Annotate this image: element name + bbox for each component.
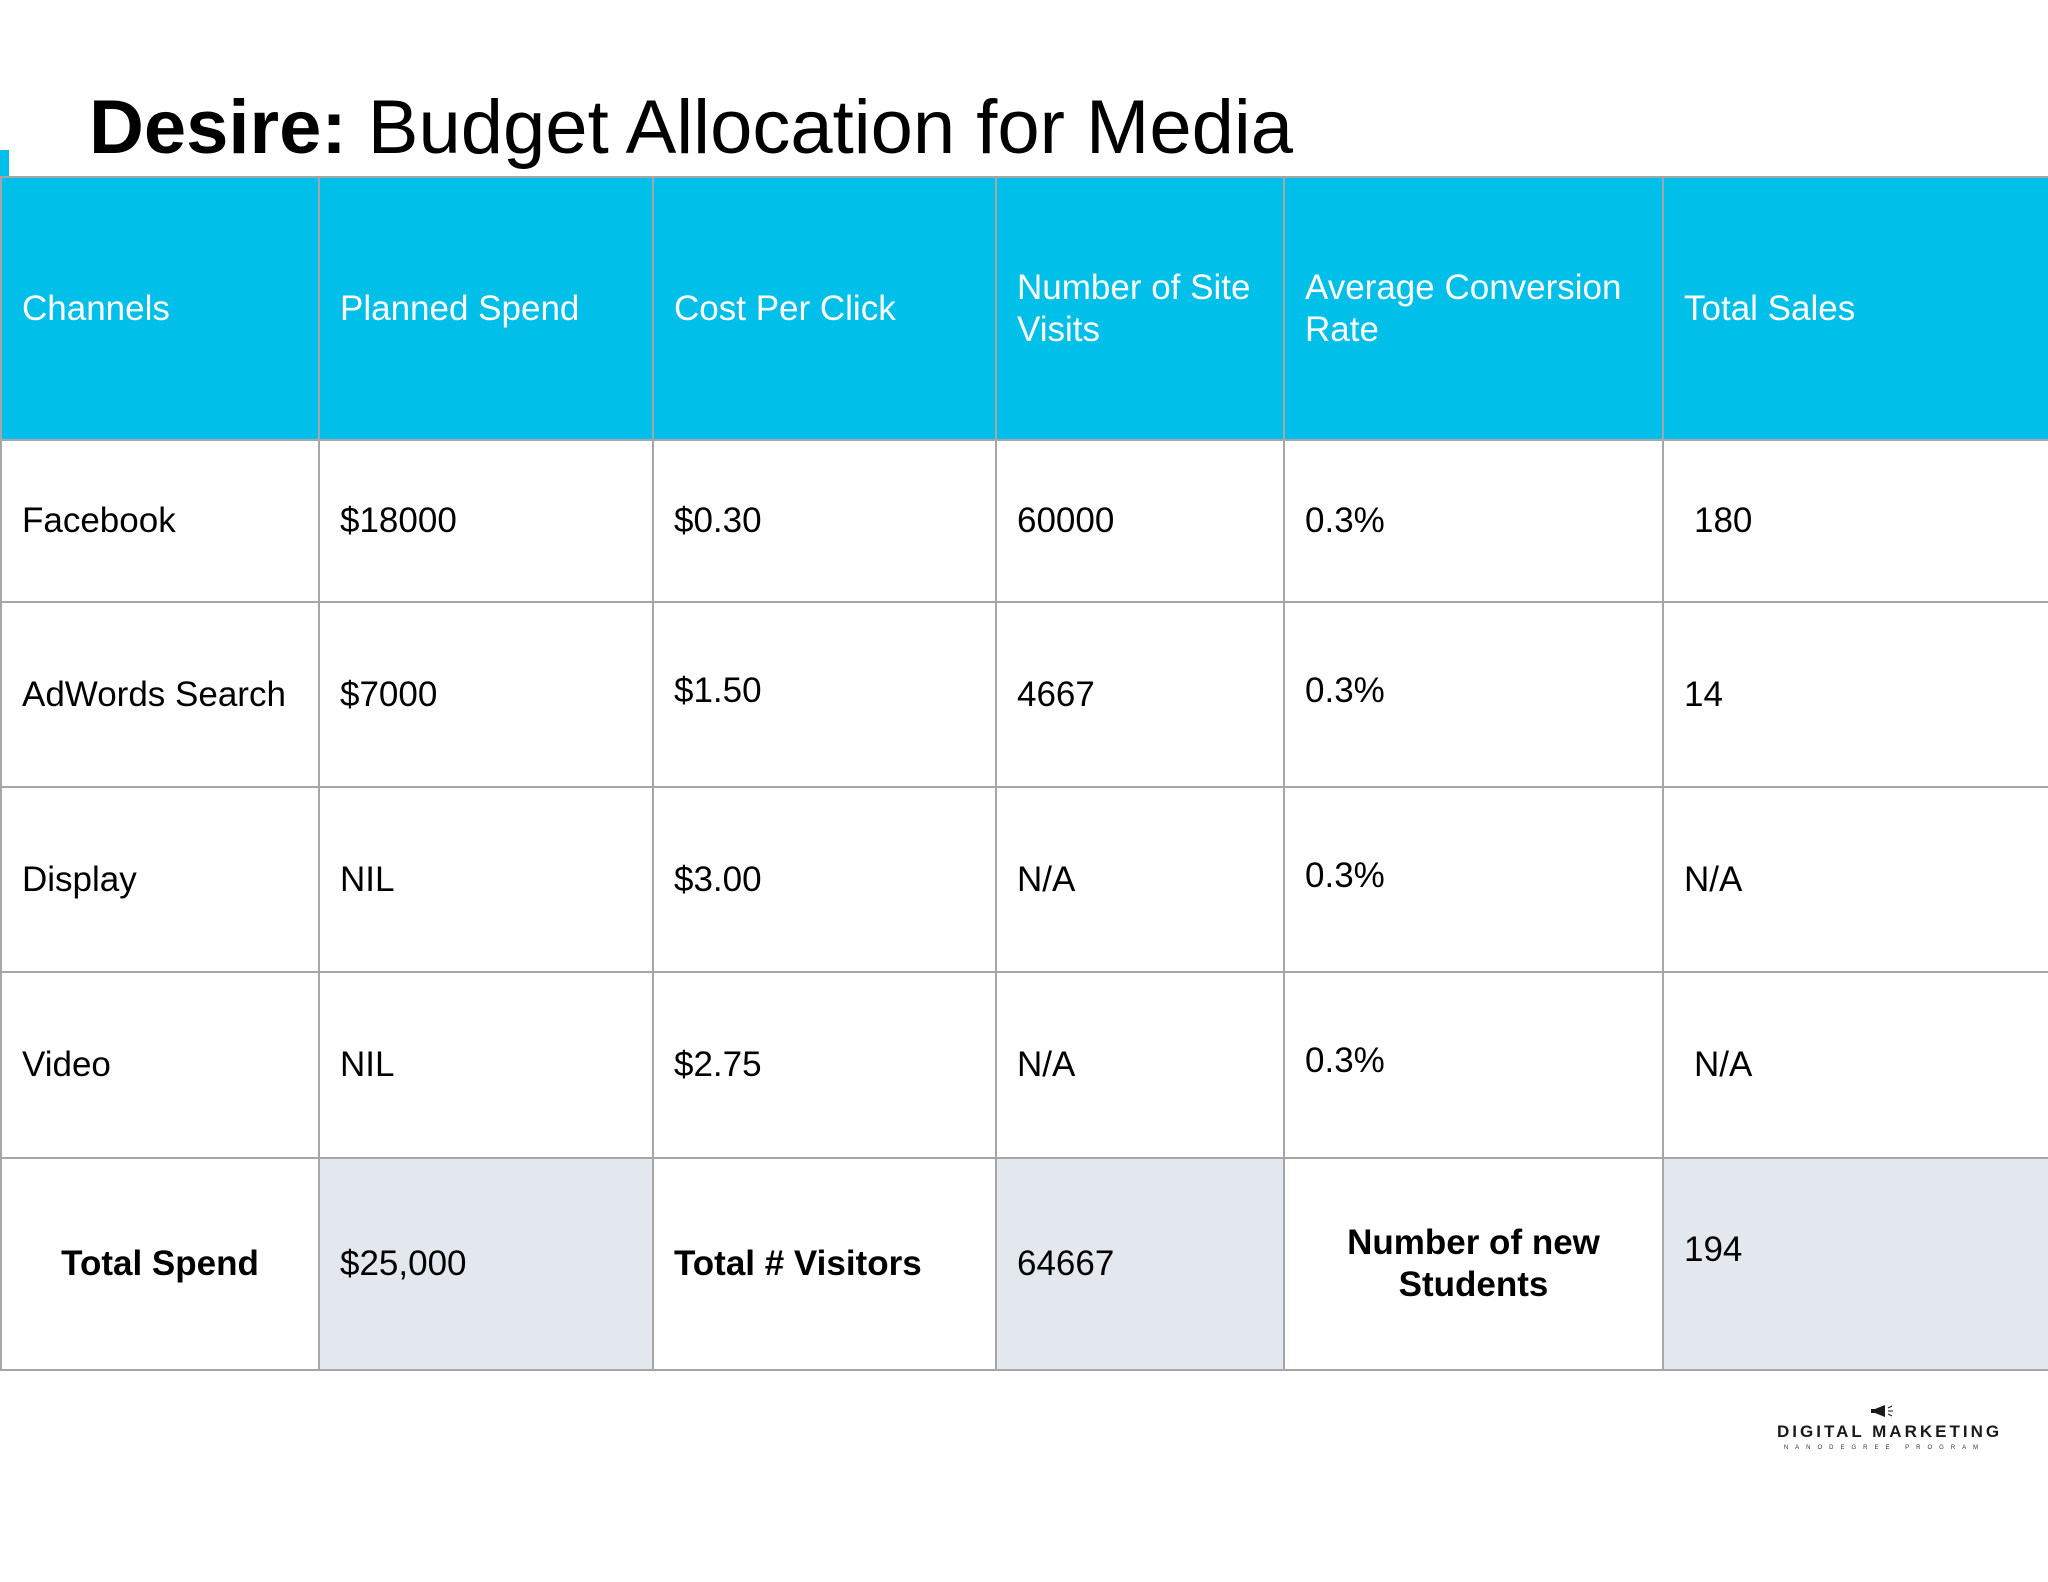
cell-cost-per-click: $1.50 [652,601,997,788]
page-title-prefix: Desire: [89,85,347,170]
header-cost-per-click: Cost Per Click [652,176,997,441]
header-site-visits: Number of Site Visits [995,176,1285,441]
total-spend-value: $25,000 [318,1157,654,1371]
cell-channel: Facebook [0,439,320,603]
cell-total-sales: 14 [1662,601,2048,788]
table-header-row: Channels Planned Spend Cost Per Click Nu… [0,176,2048,441]
cell-conversion-rate: 0.3% [1283,439,1664,603]
new-students-number: 194 [1684,1230,1743,1269]
table-row: Video NIL $2.75 N/A 0.3% N/A [0,971,2048,1159]
digital-marketing-logo: DIGITAL MARKETING NANODEGREE PROGRAM [1777,1404,2003,1451]
total-visitors-value: 64667 [995,1157,1285,1371]
cell-cost-per-click: $0.30 [652,439,997,603]
cell-site-visits: 60000 [995,439,1285,603]
cell-planned-spend: NIL [318,786,654,973]
cell-site-visits: N/A [995,786,1285,973]
cell-conversion-rate-value: 0.3% [1305,1041,1385,1080]
cell-conversion-rate-value: 0.3% [1305,670,1385,710]
cell-planned-spend: $7000 [318,601,654,788]
megaphone-icon [1870,1405,1893,1417]
cell-cost-per-click: $3.00 [652,786,997,973]
logo-text: DIGITAL MARKETING [1777,1422,2003,1441]
header-total-sales: Total Sales [1662,176,2048,441]
totals-row: Total Spend $25,000 Total # Visitors 646… [0,1157,2048,1371]
cell-total-sales-value: N/A [1694,1045,1753,1084]
new-students-label: Number of new Students [1283,1157,1664,1371]
header-channels: Channels [0,176,320,441]
cell-channel: Display [0,786,320,973]
new-students-value: 194 [1662,1157,2048,1371]
budget-table: Channels Planned Spend Cost Per Click Nu… [0,176,2048,1371]
cell-conversion-rate-value: 0.3% [1305,855,1385,895]
accent-mark [0,150,9,178]
cell-total-sales: 180 [1662,439,2048,603]
cell-total-sales-value: 180 [1694,501,1753,540]
logo-subtext: NANODEGREE PROGRAM [1783,1445,1986,1451]
cell-channel: Video [0,971,320,1159]
total-spend-label: Total Spend [0,1157,320,1371]
cell-total-sales: N/A [1662,786,2048,973]
header-conversion-rate: Average Conversion Rate [1283,176,1664,441]
cell-cost-per-click-value: $1.50 [674,670,762,710]
page-title: Desire: Budget Allocation for Media [89,84,1293,171]
table-row: Display NIL $3.00 N/A 0.3% N/A [0,786,2048,973]
page-title-text: Budget Allocation for Media [346,85,1294,170]
cell-site-visits: 4667 [995,601,1285,788]
cell-channel: AdWords Search [0,601,320,788]
cell-cost-per-click: $2.75 [652,971,997,1159]
cell-planned-spend: $18000 [318,439,654,603]
cell-conversion-rate: 0.3% [1283,971,1664,1159]
cell-conversion-rate: 0.3% [1283,601,1664,788]
cell-planned-spend: NIL [318,971,654,1159]
cell-total-sales: N/A [1662,971,2048,1159]
header-planned-spend: Planned Spend [318,176,654,441]
cell-conversion-rate: 0.3% [1283,786,1664,973]
cell-site-visits: N/A [995,971,1285,1159]
table-row: Facebook $18000 $0.30 60000 0.3% 180 [0,439,2048,603]
table-row: AdWords Search $7000 $1.50 4667 0.3% 14 [0,601,2048,788]
total-visitors-label: Total # Visitors [652,1157,997,1371]
